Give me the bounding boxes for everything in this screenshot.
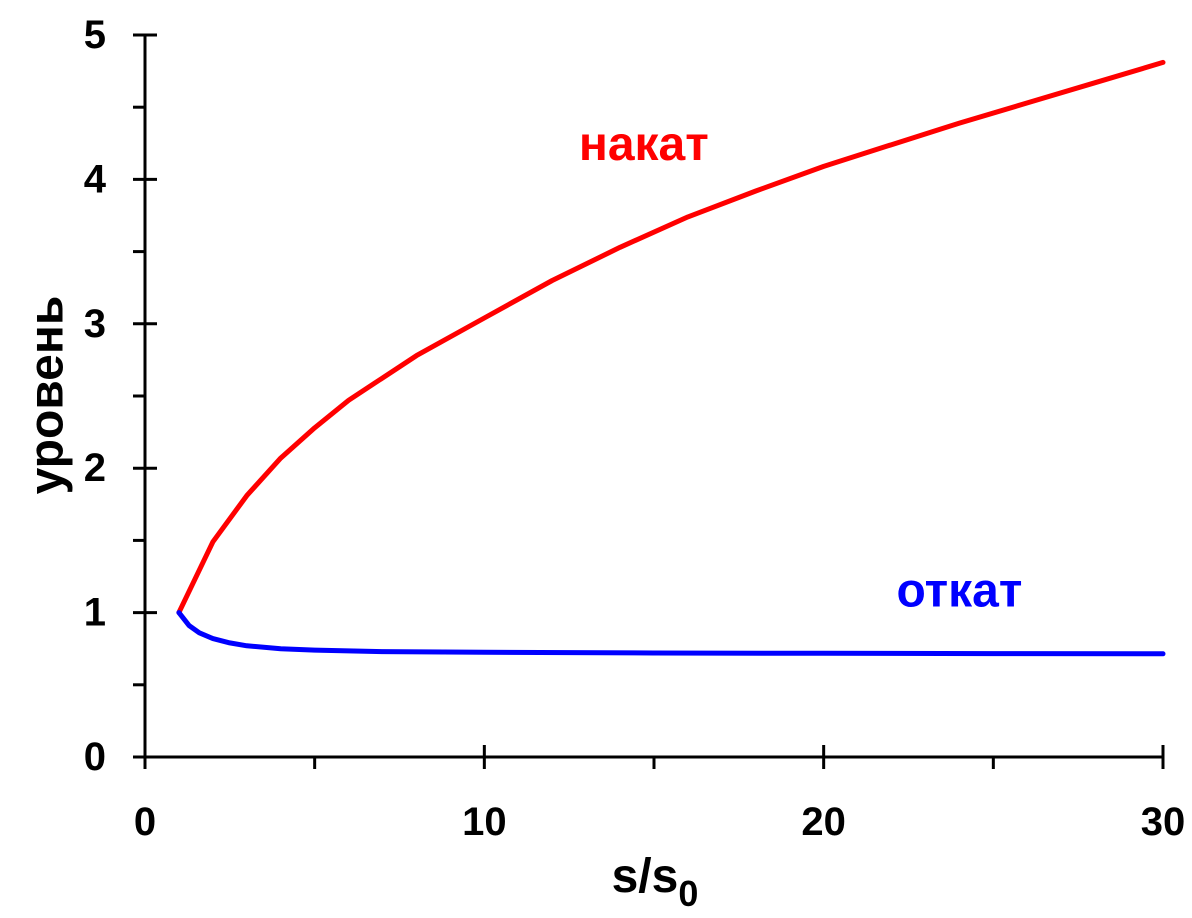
y-tick-label: 5: [84, 13, 106, 57]
y-axis-title: уровень: [21, 296, 74, 495]
series-label-1: накат: [579, 118, 709, 171]
x-tick-label: 0: [134, 800, 156, 844]
x-axis-title-main: s/s: [612, 850, 679, 903]
y-tick-label: 3: [84, 302, 106, 346]
x-axis-title: s/s0: [612, 850, 699, 914]
series-layer: [176, 59, 1166, 657]
series-line-1: [176, 59, 1166, 616]
y-axis-ticks: 0 1 2 3 4 5: [84, 13, 157, 779]
x-axis-ticks: 0 10 20 30: [134, 745, 1185, 844]
y-tick-label: 1: [84, 591, 106, 635]
x-tick-label: 20: [801, 800, 846, 844]
x-axis-title-subscript: 0: [678, 873, 698, 914]
series-label-2: откат: [896, 564, 1022, 617]
y-tick-label: 0: [84, 735, 106, 779]
y-tick-label: 2: [84, 446, 106, 490]
series-line-2: [176, 610, 1166, 657]
y-tick-label: 4: [84, 157, 107, 201]
x-tick-label: 30: [1141, 800, 1186, 844]
annotations-layer: накат откат: [579, 118, 1022, 617]
x-tick-label: 10: [462, 800, 507, 844]
